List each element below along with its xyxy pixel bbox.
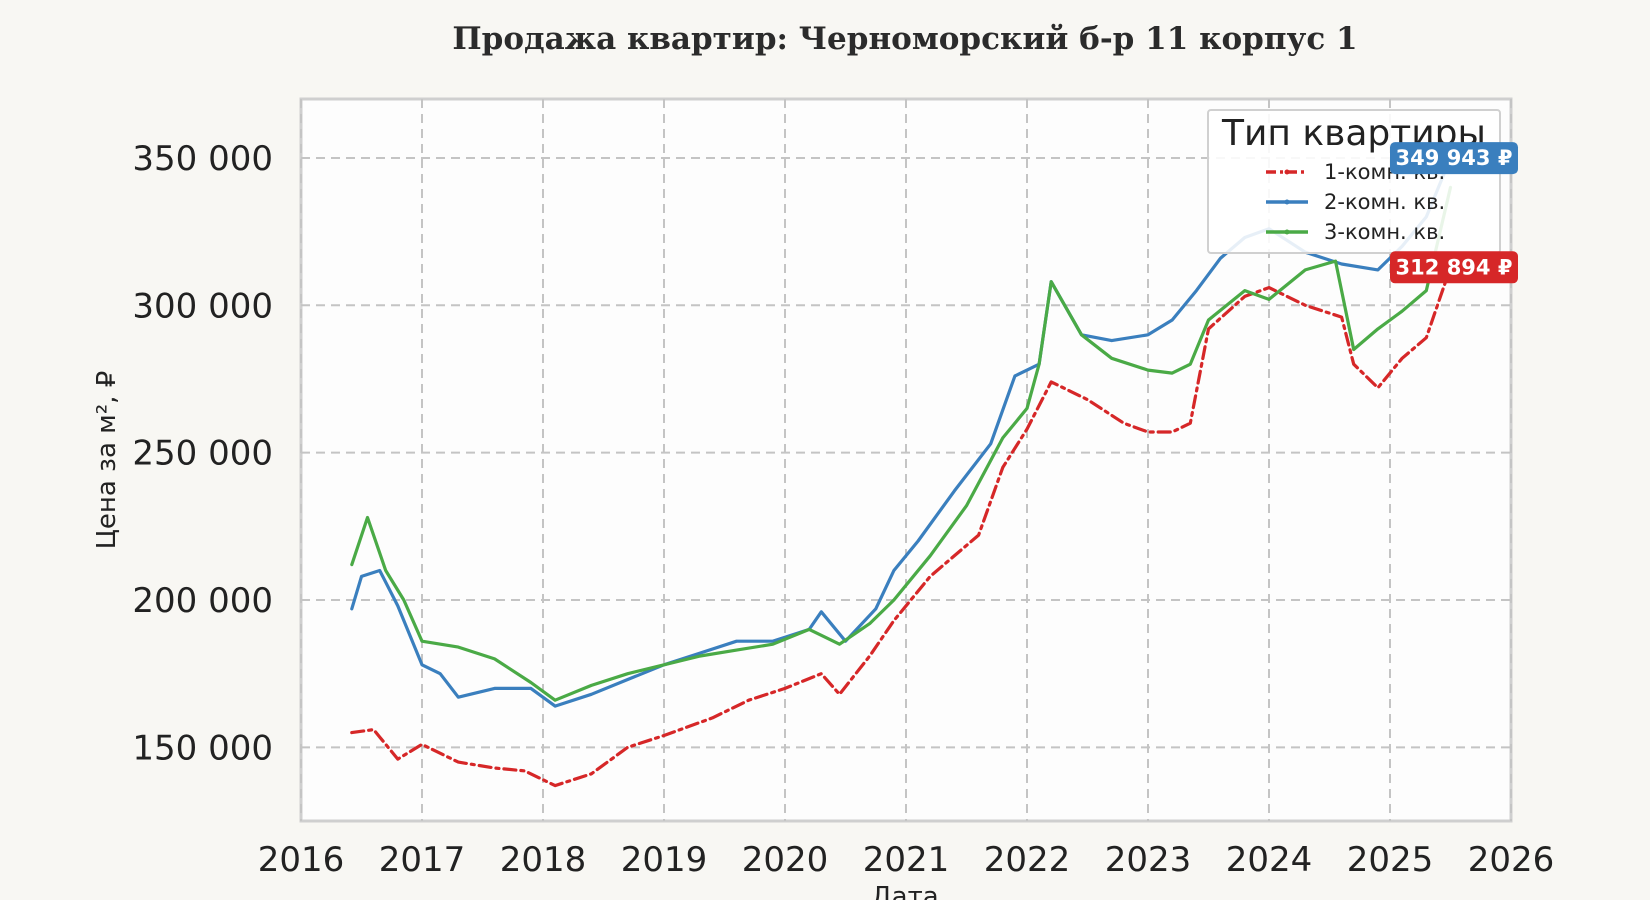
legend-item-label: 2-комн. кв. bbox=[1324, 190, 1445, 214]
y-tick-label: 300 000 bbox=[132, 286, 273, 326]
series-line-1 bbox=[350, 265, 1453, 788]
x-tick-label: 2020 bbox=[742, 840, 829, 880]
end-value-badge bbox=[1390, 251, 1518, 284]
y-axis-ticks: 150 000 200 000 250 000 300 000 350 000 bbox=[132, 139, 273, 768]
end-value-label: 312 894 ₽ bbox=[1396, 255, 1513, 279]
x-tick-label: 2021 bbox=[863, 840, 950, 880]
x-tick-label: 2017 bbox=[379, 840, 466, 880]
y-tick-label: 350 000 bbox=[132, 139, 273, 179]
x-tick-label: 2023 bbox=[1105, 840, 1192, 880]
x-axis-ticks: 2016 2017 2018 2019 2020 2021 2022 2023 2024 2025… bbox=[258, 840, 1555, 880]
y-axis-label: Цена за м², ₽ bbox=[92, 371, 122, 550]
x-tick-label: 2022 bbox=[984, 840, 1071, 880]
y-tick-label: 200 000 bbox=[132, 581, 273, 621]
end-value-label: 349 943 ₽ bbox=[1396, 146, 1513, 170]
x-axis-label: Дата bbox=[871, 882, 938, 900]
legend-marker bbox=[1284, 229, 1290, 235]
x-tick-label: 2016 bbox=[258, 840, 345, 880]
series-line-3 bbox=[350, 185, 1453, 702]
y-tick-label: 150 000 bbox=[132, 728, 273, 768]
x-tick-label: 2024 bbox=[1226, 840, 1313, 880]
legend-marker bbox=[1284, 169, 1290, 175]
legend-item-label: 3-комн. кв. bbox=[1324, 220, 1445, 244]
end-value-badges: 312 894 ₽ 349 943 ₽ bbox=[1390, 142, 1518, 284]
x-tick-label: 2025 bbox=[1347, 840, 1434, 880]
legend: Тип квартиры 1-комн. кв.2-комн. кв.3-ком… bbox=[1207, 109, 1501, 254]
legend-marker bbox=[1284, 199, 1290, 205]
x-tick-label: 2018 bbox=[500, 840, 587, 880]
x-tick-label: 2019 bbox=[621, 840, 708, 880]
end-value-badge bbox=[1390, 142, 1518, 175]
x-tick-label: 2026 bbox=[1468, 840, 1555, 880]
y-tick-label: 250 000 bbox=[132, 434, 273, 474]
chart-title: Продажа квартир: Черноморский б-р 11 кор… bbox=[452, 21, 1357, 57]
